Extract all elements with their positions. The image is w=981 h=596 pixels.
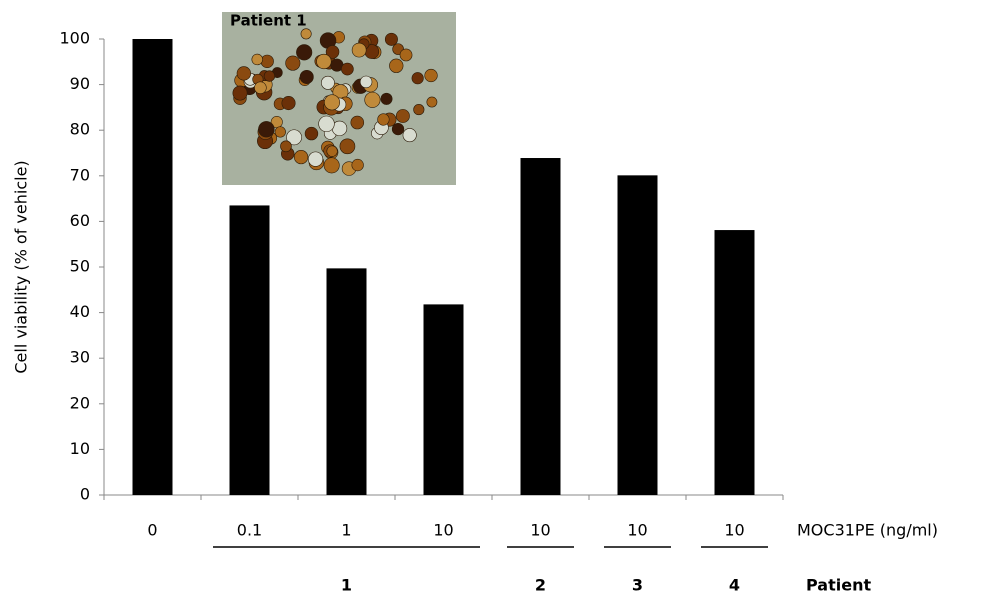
bar [520, 158, 561, 496]
cell [351, 42, 367, 58]
group-label: 3 [632, 576, 643, 595]
bar [714, 230, 755, 495]
cell [350, 115, 365, 130]
cell [402, 128, 417, 143]
cell [411, 72, 424, 85]
bar [132, 39, 173, 495]
cell [300, 28, 312, 40]
cell [426, 96, 438, 108]
x-tick-label: 10 [627, 521, 647, 540]
cell [258, 121, 275, 138]
cell [359, 75, 373, 89]
group-label: 2 [535, 576, 546, 595]
x-tick-label: 0.1 [237, 521, 262, 540]
y-tick-label: 90 [70, 74, 90, 93]
y-tick-label: 20 [70, 393, 90, 412]
cell [251, 53, 263, 66]
y-tick-label: 70 [70, 165, 90, 184]
cell [339, 138, 356, 155]
cell [324, 94, 340, 111]
cell [307, 151, 324, 167]
cell [320, 75, 335, 90]
cell [299, 70, 314, 84]
inset-cells [232, 28, 438, 176]
cell [285, 55, 301, 71]
y-tick-label: 0 [80, 485, 90, 504]
x-tick-label: 1 [341, 521, 351, 540]
inset-label: Patient 1 [230, 12, 307, 30]
cell [380, 92, 393, 105]
cell [236, 66, 251, 81]
cell [304, 126, 319, 141]
cell [351, 158, 364, 172]
cell [232, 85, 248, 101]
x-tick-label: 10 [530, 521, 550, 540]
y-axis-label: Cell viability (% of vehicle) [12, 160, 31, 373]
y-tick-label: 100 [59, 29, 90, 48]
cell [325, 45, 340, 59]
y-tick-label: 60 [70, 211, 90, 230]
y-tick-label: 30 [70, 348, 90, 367]
cell [341, 62, 354, 76]
y-tick-label: 50 [70, 257, 90, 276]
cell [399, 48, 413, 62]
bar [423, 304, 464, 495]
cell [263, 70, 276, 82]
x-tick-label: 10 [724, 521, 744, 540]
cell [274, 126, 286, 138]
inset-photo: Patient 1 [222, 12, 456, 185]
cell [323, 157, 340, 174]
cell [254, 81, 267, 94]
cell [293, 149, 309, 165]
cell [377, 113, 390, 126]
bar [326, 268, 367, 495]
bar [617, 175, 658, 495]
y-tick-label: 10 [70, 439, 90, 458]
cell [316, 53, 332, 70]
group-row-label: Patient [806, 576, 871, 595]
group-label: 1 [341, 576, 352, 595]
group-label: 4 [729, 576, 740, 595]
cell [424, 68, 438, 83]
x-row-label: MOC31PE (ng/ml) [797, 521, 938, 540]
x-tick-label: 10 [433, 521, 453, 540]
cell [391, 122, 405, 136]
bar [229, 205, 270, 495]
cell [364, 91, 381, 108]
cell [326, 145, 338, 157]
cell [318, 115, 335, 133]
cell [281, 96, 296, 111]
cell [384, 32, 398, 46]
cell [296, 44, 313, 61]
cell [260, 54, 274, 68]
cell [286, 129, 302, 146]
cell [413, 104, 425, 116]
cell [280, 140, 292, 153]
cell [395, 109, 410, 123]
y-tick-label: 80 [70, 120, 90, 139]
x-tick-label: 0 [147, 521, 157, 540]
y-tick-label: 40 [70, 302, 90, 321]
cell [389, 58, 404, 73]
